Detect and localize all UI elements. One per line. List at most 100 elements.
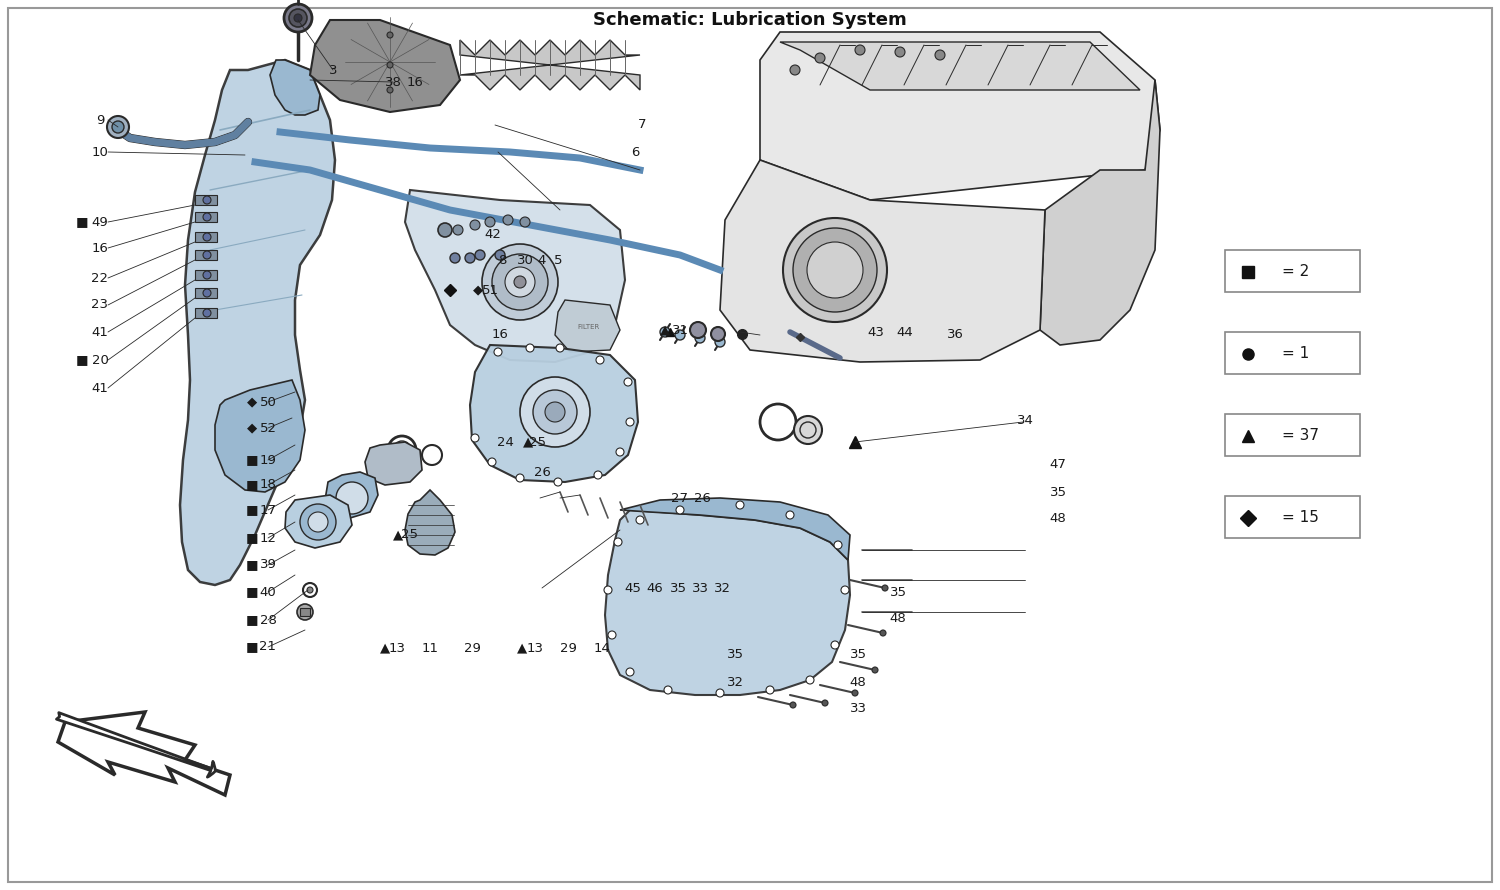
Circle shape	[786, 511, 794, 519]
Text: ■: ■	[246, 531, 258, 545]
Circle shape	[202, 196, 211, 204]
Circle shape	[284, 4, 312, 32]
Circle shape	[387, 87, 393, 93]
Circle shape	[526, 344, 534, 352]
Text: 4: 4	[538, 254, 546, 266]
Circle shape	[834, 541, 842, 549]
Circle shape	[790, 65, 800, 75]
Text: 36: 36	[946, 328, 963, 342]
Text: 29: 29	[560, 642, 576, 654]
Circle shape	[297, 604, 314, 620]
Circle shape	[308, 587, 314, 593]
Circle shape	[532, 390, 578, 434]
Bar	[195, 308, 217, 318]
Circle shape	[202, 233, 211, 241]
Text: 14: 14	[594, 642, 610, 654]
Text: 40: 40	[260, 586, 276, 598]
Circle shape	[675, 330, 686, 340]
Circle shape	[831, 641, 839, 649]
Text: 16: 16	[492, 328, 508, 342]
Polygon shape	[180, 60, 334, 585]
Bar	[1226, 414, 1360, 456]
Text: 26: 26	[534, 465, 550, 479]
Text: 35: 35	[890, 586, 906, 598]
Text: 7: 7	[638, 118, 646, 132]
Circle shape	[465, 253, 476, 263]
Circle shape	[880, 630, 886, 636]
Text: 33: 33	[849, 701, 867, 715]
Circle shape	[290, 9, 308, 27]
Circle shape	[506, 267, 536, 297]
Circle shape	[520, 217, 530, 227]
Circle shape	[614, 538, 622, 546]
Circle shape	[514, 276, 526, 288]
Bar	[195, 232, 217, 242]
Text: Schematic: Lubrication System: Schematic: Lubrication System	[592, 11, 908, 29]
Circle shape	[934, 50, 945, 60]
Circle shape	[636, 516, 644, 524]
Circle shape	[896, 47, 904, 57]
Text: 6: 6	[632, 145, 639, 158]
Text: 9: 9	[96, 114, 104, 126]
Text: ■: ■	[246, 479, 258, 491]
Circle shape	[596, 356, 604, 364]
Text: 42: 42	[484, 229, 501, 241]
Text: 13: 13	[526, 642, 543, 654]
Text: 10: 10	[92, 145, 108, 158]
Circle shape	[482, 244, 558, 320]
Text: 51: 51	[482, 284, 498, 296]
Polygon shape	[310, 20, 460, 112]
Polygon shape	[326, 472, 378, 518]
Polygon shape	[470, 345, 638, 482]
Circle shape	[471, 434, 478, 442]
Circle shape	[202, 251, 211, 259]
Text: 5: 5	[554, 254, 562, 266]
Polygon shape	[620, 498, 850, 560]
Text: 43: 43	[867, 326, 885, 338]
Circle shape	[882, 585, 888, 591]
Text: 11: 11	[422, 642, 438, 654]
Polygon shape	[555, 300, 620, 352]
Polygon shape	[720, 160, 1046, 362]
Circle shape	[503, 215, 513, 225]
Text: ▲: ▲	[393, 529, 404, 541]
Circle shape	[626, 668, 634, 676]
Circle shape	[106, 116, 129, 138]
Circle shape	[822, 700, 828, 706]
Bar	[195, 195, 217, 205]
Text: ◆: ◆	[248, 395, 256, 409]
Circle shape	[520, 377, 590, 447]
Text: 31: 31	[672, 323, 688, 336]
Text: ■: ■	[246, 504, 258, 516]
Text: ■: ■	[246, 641, 258, 653]
Text: 41: 41	[92, 326, 108, 338]
Text: ◆: ◆	[472, 284, 483, 296]
Text: 44: 44	[897, 326, 914, 338]
Circle shape	[716, 689, 724, 697]
Text: 29: 29	[464, 642, 480, 654]
Circle shape	[202, 309, 211, 317]
Text: ■: ■	[246, 586, 258, 598]
Polygon shape	[780, 42, 1140, 90]
Text: 25: 25	[402, 529, 418, 541]
Circle shape	[294, 14, 302, 22]
Text: 23: 23	[92, 298, 108, 312]
Circle shape	[676, 506, 684, 514]
Text: 27: 27	[672, 491, 688, 505]
Text: 32: 32	[726, 676, 744, 689]
Circle shape	[664, 686, 672, 694]
Text: ■: ■	[246, 454, 258, 466]
Circle shape	[300, 504, 336, 540]
Circle shape	[807, 242, 862, 298]
Text: ▲: ▲	[380, 642, 390, 654]
Text: ▲: ▲	[524, 435, 532, 449]
Circle shape	[842, 586, 849, 594]
Text: 49: 49	[92, 215, 108, 229]
Text: 35: 35	[669, 581, 687, 595]
Polygon shape	[460, 40, 640, 90]
Circle shape	[766, 686, 774, 694]
Circle shape	[690, 322, 706, 338]
Text: 28: 28	[260, 613, 276, 627]
Text: ◆: ◆	[248, 422, 256, 434]
Text: 46: 46	[646, 581, 663, 595]
